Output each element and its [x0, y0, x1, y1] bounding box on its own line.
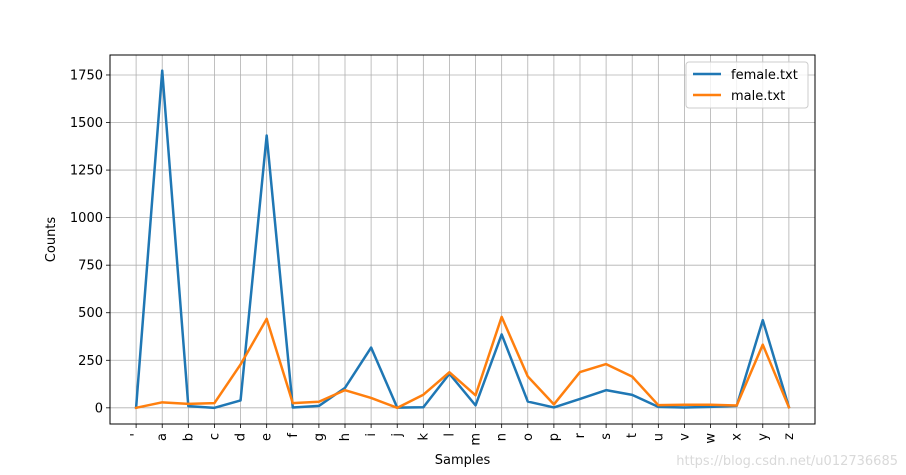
y-tick-label: 0 [95, 401, 103, 416]
x-tick-label: u [651, 433, 666, 441]
x-tick-label: k [416, 433, 431, 441]
x-tick-label: ' [129, 433, 144, 437]
x-tick-label: i [364, 433, 379, 437]
y-tick-label: 250 [78, 354, 103, 369]
x-tick-label: x [730, 433, 745, 441]
y-axis-label: Counts [44, 217, 59, 263]
watermark-text: https://blog.csdn.net/u012736685 [676, 454, 898, 469]
y-tick-label: 1250 [70, 164, 103, 179]
x-tick-label: b [181, 433, 196, 441]
x-tick-label: d [234, 433, 249, 441]
x-tick-label: n [495, 433, 510, 441]
legend-label: male.txt [731, 89, 785, 104]
x-tick-label: v [677, 433, 692, 441]
y-tick-label: 1750 [70, 68, 103, 83]
x-tick-label: p [547, 433, 562, 441]
y-tick-label: 1000 [70, 211, 103, 226]
x-tick-label: h [338, 433, 353, 441]
x-tick-label: g [312, 433, 327, 441]
x-tick-label: c [207, 433, 222, 440]
x-tick-label: r [573, 432, 588, 438]
x-tick-label: e [260, 433, 275, 441]
x-tick-label: o [521, 433, 536, 441]
series-line-1 [134, 315, 791, 410]
x-tick-label: t [625, 433, 640, 438]
x-tick-label: j [390, 433, 405, 438]
x-tick-label: l [442, 433, 457, 437]
x-tick-label: a [155, 433, 170, 441]
legend: female.txt male.txt [685, 61, 809, 109]
y-tick-label: 1500 [70, 116, 103, 131]
x-axis: ' a b c d e f g h i j k l m n o p r s t u v w x y z [129, 424, 797, 446]
grid [110, 55, 815, 424]
x-tick-label: f [286, 433, 301, 438]
y-tick-label: 500 [78, 306, 103, 321]
legend-label: female.txt [731, 68, 798, 83]
x-axis-label: Samples [435, 453, 491, 468]
x-tick-label: y [756, 433, 771, 441]
y-tick-label: 750 [78, 259, 103, 274]
x-tick-label: z [782, 433, 797, 440]
series-line-0 [134, 69, 791, 410]
plot-frame [109, 54, 816, 425]
series-lines [134, 69, 791, 410]
y-axis: 0 250 500 750 1000 1250 1500 1750 [70, 68, 110, 416]
x-tick-label: s [599, 433, 614, 440]
x-tick-label: w [704, 433, 719, 444]
x-tick-label: m [469, 433, 484, 446]
